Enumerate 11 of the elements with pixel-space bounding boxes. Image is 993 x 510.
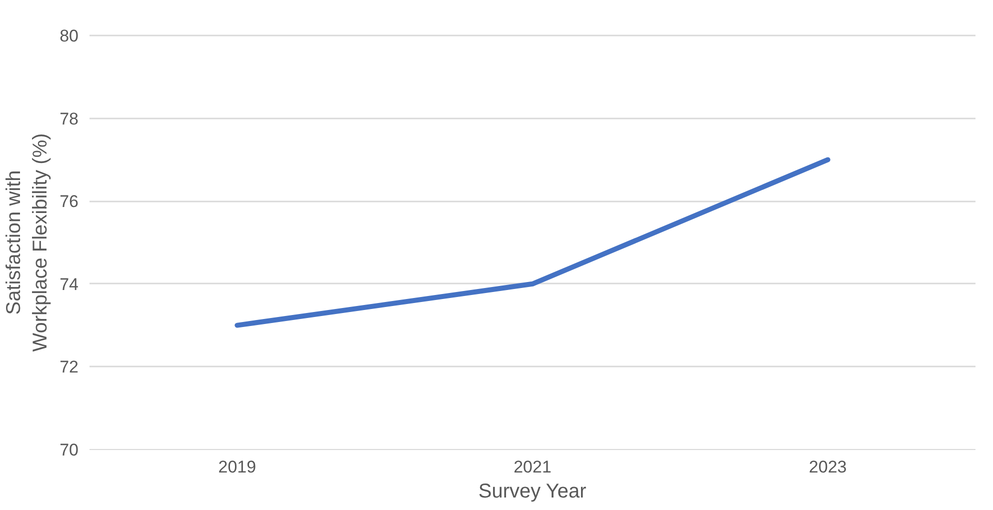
y-tick-label: 70	[60, 440, 79, 460]
y-tick-label: 72	[60, 358, 79, 377]
x-axis-title: Survey Year	[478, 480, 587, 502]
y-axis-title: Satisfaction with Workplace Flexibility (%)	[3, 133, 52, 352]
y-tick-label: 80	[60, 26, 79, 46]
x-tick-label: 2019	[218, 458, 256, 476]
x-tick-label: 2021	[514, 458, 552, 476]
x-tick-label: 2023	[808, 458, 847, 476]
y-tick-label: 76	[60, 192, 79, 212]
y-tick-label: 74	[60, 274, 79, 294]
y-tick-label: 78	[60, 109, 79, 128]
